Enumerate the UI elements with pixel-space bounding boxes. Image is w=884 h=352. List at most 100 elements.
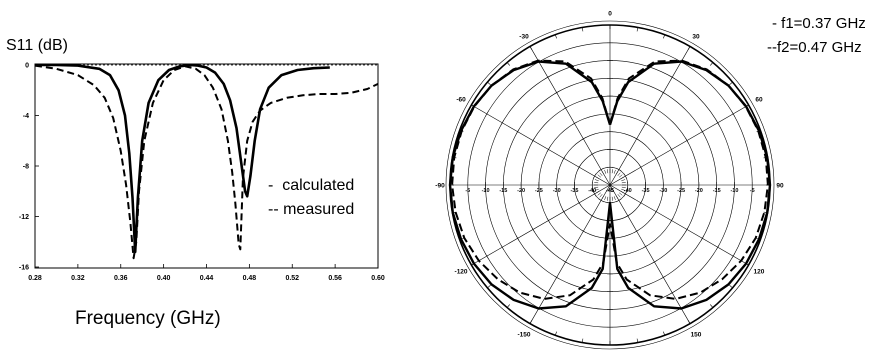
x-tick-label: 0.60	[371, 275, 385, 282]
s11-series	[34, 63, 379, 260]
polar-radial-label: -20	[695, 188, 703, 194]
polar-angle-label: -120	[455, 269, 468, 276]
polar-spoke-tick	[500, 244, 504, 250]
y-tick-label: -16	[19, 265, 29, 272]
polar-angle-label: 0	[608, 11, 612, 18]
polar-center-tick	[620, 190, 624, 194]
polar-rim-tick	[529, 319, 533, 324]
polar-radial-label: -40	[624, 188, 632, 194]
polar-angle-label: 120	[754, 269, 765, 276]
polar-rim-tick	[710, 62, 714, 66]
polar-angle-label: -60	[456, 97, 466, 104]
polar-spoke-tick	[515, 128, 520, 135]
polar-spoke-tick	[546, 146, 551, 153]
s11-ticks: 0.28 0.32 0.36 0.40 0.44 0.48 0.52 0.56 0.60 0 -4 -…	[19, 63, 385, 283]
polar-spoke-tick	[553, 275, 560, 280]
x-tick-label: 0.56	[328, 275, 342, 282]
polar-spoke-tick	[562, 155, 566, 162]
polar-spoke-tick	[642, 244, 649, 249]
polar-angle-label: 30	[692, 34, 700, 41]
polar-radial-label: -35	[570, 188, 578, 194]
polar-radial-label: -20	[517, 188, 525, 194]
polar-spoke-tick	[660, 90, 667, 95]
polar-spoke-tick	[731, 253, 735, 259]
polar-rim-tick	[729, 81, 733, 85]
polar-spoke-tick	[716, 244, 720, 250]
polar-radial-label: -10	[482, 188, 490, 194]
polar-radial-label: -15	[713, 188, 721, 194]
x-tick-label: 0.48	[243, 275, 257, 282]
polar-chart: 0306090120150180-150-120-90-60-30-5-5-10…	[435, 11, 866, 350]
polar-spoke-tick	[700, 128, 705, 135]
polar-center-tick	[606, 169, 609, 174]
polar-spoke-tick	[685, 226, 689, 233]
polar-center-tick	[604, 196, 607, 201]
polar-spoke-tick	[669, 291, 675, 295]
polar-spoke-tick	[598, 167, 604, 172]
polar-center-tick	[613, 169, 616, 174]
polar-center-tick	[615, 195, 619, 199]
polar-rim-tick	[729, 285, 733, 289]
polar-radial-label: -30	[553, 188, 561, 194]
polar-center-tick	[594, 181, 599, 184]
polar-spoke-tick	[589, 214, 595, 218]
polar-rim-tick	[506, 62, 510, 66]
legend-measured: -- measured	[268, 201, 354, 218]
polar-spoke-tick	[545, 291, 551, 295]
s11-line-calculated	[35, 63, 330, 254]
polar-spoke-tick	[485, 111, 489, 117]
polar-spoke	[471, 184, 611, 266]
polar-radial-label: -25	[677, 188, 685, 194]
polar-spoke-tick	[577, 200, 581, 206]
polar-spoke-tick	[669, 217, 674, 224]
s11-y-axis-label: S11 (dB)	[6, 37, 68, 54]
polar-center-tick	[597, 174, 601, 178]
polar-spoke-tick	[625, 152, 631, 156]
polar-center-tick	[599, 194, 603, 198]
polar-center-tick	[611, 196, 614, 201]
polar-spoke-tick	[589, 152, 595, 156]
polar-spoke-tick	[616, 167, 622, 172]
polar-center-tick	[620, 176, 624, 180]
polar-rim-tick	[581, 338, 584, 343]
legend-f1: - f1=0.37 GHz	[772, 15, 866, 32]
polar-spoke	[609, 184, 691, 324]
polar-spoke-tick	[654, 155, 658, 162]
s11-line-measured	[34, 64, 379, 260]
polar-center-tick	[615, 171, 619, 175]
polar-spoke-tick	[571, 244, 578, 249]
polar-rim-tick	[687, 46, 691, 51]
legend-calculated: - calculated	[268, 177, 354, 194]
polar-center-tick	[594, 179, 599, 182]
s11-plot-frame	[34, 63, 379, 269]
polar-spoke-tick	[616, 198, 622, 203]
polar-radial-label: -25	[535, 188, 543, 194]
polar-spoke-tick	[592, 191, 597, 197]
polar-center-tick	[596, 190, 600, 194]
polar-rim-tick	[554, 34, 557, 39]
s11-x-axis-label: Frequency (GHz)	[75, 308, 221, 329]
polar-spoke-tick	[580, 137, 587, 141]
polar-radial-label: -45	[606, 188, 614, 194]
polar-rim-tick	[636, 27, 639, 32]
polar-center-tick	[601, 195, 605, 199]
polar-rim-tick	[710, 304, 714, 308]
polar-rim-tick	[663, 331, 666, 336]
polar-rim-tick	[636, 338, 639, 343]
polar-center-tick	[594, 188, 599, 191]
polar-spoke-tick	[660, 275, 667, 280]
polar-center-tick	[621, 186, 626, 189]
polar-angle-label: -30	[519, 34, 529, 41]
polar-spoke	[529, 184, 611, 324]
polar-rim-tick	[663, 34, 666, 39]
polar-spoke	[609, 46, 691, 186]
polar-outer-ring-2	[445, 20, 775, 350]
polar-pattern-f2	[451, 59, 769, 300]
polar-spoke-tick	[716, 120, 720, 126]
polar-spoke-tick	[623, 191, 628, 197]
polar-center-tick	[619, 192, 623, 196]
polar-spoke-tick	[654, 208, 658, 215]
polar-spoke-tick	[642, 121, 649, 126]
polar-rim-tick	[581, 27, 584, 32]
